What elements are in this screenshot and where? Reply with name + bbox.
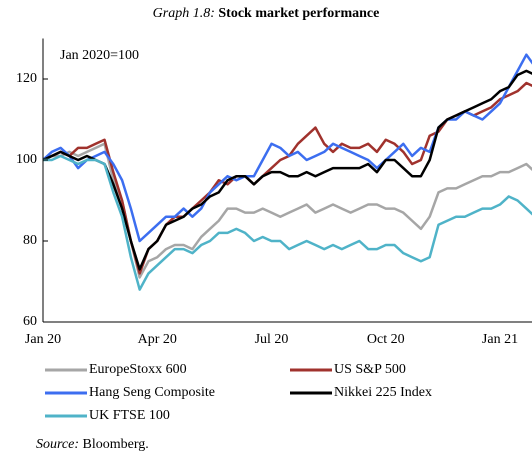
series-line (43, 53, 532, 243)
legend-label: Nikkei 225 Index (334, 385, 432, 400)
source-label: Source: (36, 437, 79, 452)
series-line (43, 69, 532, 271)
x-tick-label: Apr 20 (138, 332, 177, 347)
x-tick-label: Oct 20 (367, 332, 405, 347)
series-line (43, 142, 532, 279)
legend-label: EuropeStoxx 600 (89, 362, 187, 377)
legend-label: US S&P 500 (334, 362, 406, 377)
series-line (43, 81, 532, 275)
y-tick-label: 100 (16, 152, 37, 167)
chart-title: Graph 1.8: Stock market performance (153, 6, 380, 21)
y-tick-label: 60 (23, 314, 37, 329)
x-tick-label: Jul 20 (255, 332, 289, 347)
legend-label: Hang Seng Composite (89, 385, 215, 400)
source-text: Bloomberg. (83, 437, 149, 452)
source: Source: Bloomberg. (36, 437, 149, 452)
plot-area (43, 53, 532, 291)
legend-label: UK FTSE 100 (89, 408, 170, 423)
title-text: Stock market performance (218, 6, 379, 21)
series-line (43, 154, 532, 291)
x-tick-label: Jan 20 (25, 332, 61, 347)
y-tick-label: 80 (23, 233, 37, 248)
annotation: Jan 2020=100 (60, 48, 139, 63)
y-tick-label: 120 (16, 71, 37, 86)
title-label: Graph 1.8: (153, 6, 215, 21)
x-tick-label: Jan 21 (482, 332, 518, 347)
